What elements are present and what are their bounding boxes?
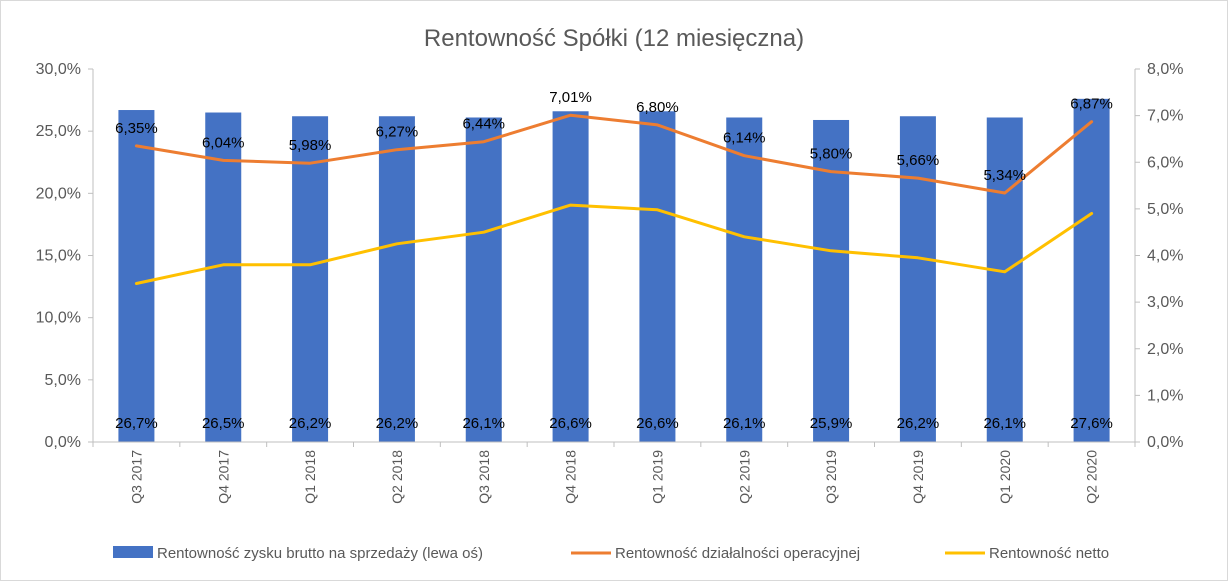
category-label: Q2 2018 (389, 450, 405, 504)
right-tick-label: 7,0% (1147, 108, 1183, 125)
line-data-label: 7,01% (549, 89, 592, 106)
bar-data-label: 27,6% (1070, 415, 1113, 432)
category-label: Q3 2017 (128, 450, 144, 504)
bar-data-label: 26,1% (462, 415, 505, 432)
line-data-label: 5,98% (289, 137, 332, 154)
category-label: Q1 2020 (997, 450, 1013, 504)
right-tick-label: 8,0% (1147, 61, 1183, 78)
bar-6 (639, 111, 676, 443)
line-data-label: 6,87% (1070, 96, 1113, 113)
legend-label: Rentowność działalności operacyjnej (615, 545, 860, 562)
right-tick-label: 5,0% (1147, 201, 1183, 218)
line-data-label: 6,04% (202, 134, 245, 151)
category-label: Q3 2018 (476, 450, 492, 504)
legend-label: Rentowność netto (989, 545, 1109, 562)
net-margin-line (134, 203, 1094, 285)
line-data-label: 6,27% (376, 124, 419, 141)
bar-4 (465, 117, 502, 443)
left-tick-label: 5,0% (45, 372, 81, 389)
line-data-label: 5,34% (983, 167, 1026, 184)
bar-11 (1073, 98, 1110, 442)
right-tick-label: 2,0% (1147, 341, 1183, 358)
bar-9 (899, 116, 936, 442)
category-label: Q1 2018 (302, 450, 318, 504)
legend-label: Rentowność zysku brutto na sprzedaży (le… (157, 545, 483, 562)
line-data-label: 6,35% (115, 120, 158, 137)
operating-margin-line (134, 113, 1094, 195)
bar-data-label: 26,6% (636, 415, 679, 432)
axes: 0,0% 5,0% 10,0% 15,0% 20,0% 25,0% 30,0% 0,0% 1,0… (36, 61, 1184, 504)
category-label: Q2 2019 (736, 450, 752, 504)
bar-2 (292, 116, 329, 442)
bar-data-label: 26,2% (289, 415, 332, 432)
chart-title: Rentowność Spółki (12 miesięczna) (424, 25, 804, 52)
bar-data-label: 26,1% (983, 415, 1026, 432)
line-series (134, 113, 1094, 285)
bar-7 (726, 117, 763, 443)
line-data-label: 6,14% (723, 130, 766, 147)
bar-0 (118, 110, 155, 442)
bar-data-label: 26,7% (115, 415, 158, 432)
right-tick-label: 4,0% (1147, 248, 1183, 265)
line-data-label: 6,80% (636, 99, 679, 116)
bar-data-label: 26,2% (897, 415, 940, 432)
line-data-label: 6,44% (462, 116, 505, 133)
bar-1 (205, 112, 242, 443)
category-label: Q3 2019 (823, 450, 839, 504)
left-tick-label: 10,0% (36, 310, 81, 327)
right-tick-label: 6,0% (1147, 154, 1183, 171)
category-label: Q2 2020 (1084, 450, 1100, 504)
right-tick-label: 1,0% (1147, 387, 1183, 404)
category-label: Q1 2019 (649, 450, 665, 504)
left-tick-label: 30,0% (36, 61, 81, 78)
bar-3 (378, 116, 415, 442)
right-tick-label: 0,0% (1147, 434, 1183, 451)
line-data-label: 5,80% (810, 146, 853, 163)
bar-5 (552, 111, 589, 443)
category-label: Q4 2019 (910, 450, 926, 504)
bar-data-label: 26,5% (202, 415, 245, 432)
category-label: Q4 2018 (563, 450, 579, 504)
left-tick-label: 0,0% (45, 434, 81, 451)
left-tick-label: 20,0% (36, 185, 81, 202)
legend-swatch-bar (113, 546, 153, 558)
bar-10 (986, 117, 1023, 443)
legend: Rentowność zysku brutto na sprzedaży (le… (113, 545, 1109, 562)
line-data-label: 5,66% (897, 152, 940, 169)
bar-data-label: 26,1% (723, 415, 766, 432)
left-tick-label: 25,0% (36, 123, 81, 140)
bar-series (118, 98, 1110, 443)
right-tick-label: 3,0% (1147, 294, 1183, 311)
category-label: Q4 2017 (215, 450, 231, 504)
bar-data-label: 25,9% (810, 415, 853, 432)
data-labels: 26,7% 26,5% 26,2% 26,2% 26,1% 26,6% 26,6% 26,1%… (115, 89, 1113, 432)
left-tick-label: 15,0% (36, 248, 81, 265)
bar-data-label: 26,6% (549, 415, 592, 432)
bar-data-label: 26,2% (376, 415, 419, 432)
